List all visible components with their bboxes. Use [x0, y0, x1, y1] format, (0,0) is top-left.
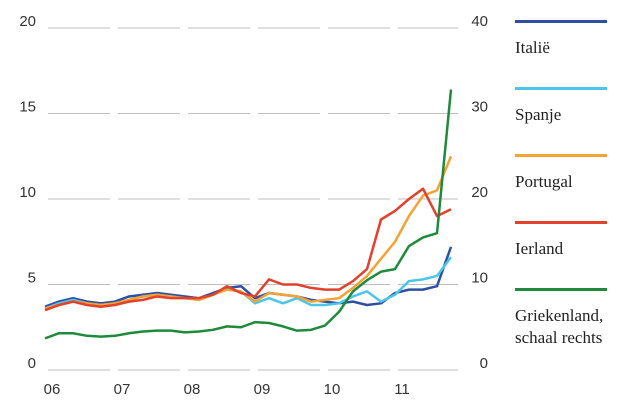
legend-item: Portugal — [515, 154, 627, 221]
legend-item: Griekenland, schaal rechts — [515, 288, 627, 355]
legend-swatch — [515, 154, 607, 157]
series-line — [44, 187, 452, 312]
legend-swatch — [515, 288, 607, 291]
legend-label: Ierland — [515, 239, 564, 258]
y2-tick-label: 10 — [471, 269, 488, 286]
series-line — [44, 89, 453, 340]
legend-label: Spanje — [515, 105, 562, 124]
legend-label: Italië — [515, 38, 550, 57]
y-tick-label: 0 — [28, 355, 36, 372]
legend-label: Portugal — [515, 172, 573, 191]
legend: Italië Spanje Portugal Ierland Griekenland, … — [515, 20, 627, 355]
legend-item: Italië — [515, 20, 627, 87]
legend-swatch — [515, 20, 607, 23]
legend-label: Griekenland, schaal rechts — [515, 306, 604, 347]
x-tick-label: 10 — [324, 381, 341, 398]
legend-swatch — [515, 87, 607, 90]
legend-item: Ierland — [515, 221, 627, 288]
x-tick-label: 08 — [184, 381, 201, 398]
x-tick-label: 11 — [394, 381, 410, 398]
y2-tick-label: 20 — [471, 184, 488, 201]
x-tick-label: 09 — [254, 381, 271, 398]
x-tick-label: 07 — [114, 381, 131, 398]
series-line — [44, 256, 453, 310]
y2-tick-label: 0 — [480, 355, 488, 372]
y2-tick-label: 30 — [471, 98, 488, 115]
x-tick-label: 06 — [44, 381, 61, 398]
y2-tick-label: 40 — [471, 13, 488, 30]
legend-item: Spanje — [515, 87, 627, 154]
series-line — [44, 155, 453, 310]
legend-swatch — [515, 221, 607, 224]
y-tick-label: 20 — [19, 13, 36, 30]
y-tick-label: 5 — [28, 269, 36, 286]
y-tick-label: 15 — [19, 98, 36, 115]
y-tick-label: 10 — [19, 184, 36, 201]
